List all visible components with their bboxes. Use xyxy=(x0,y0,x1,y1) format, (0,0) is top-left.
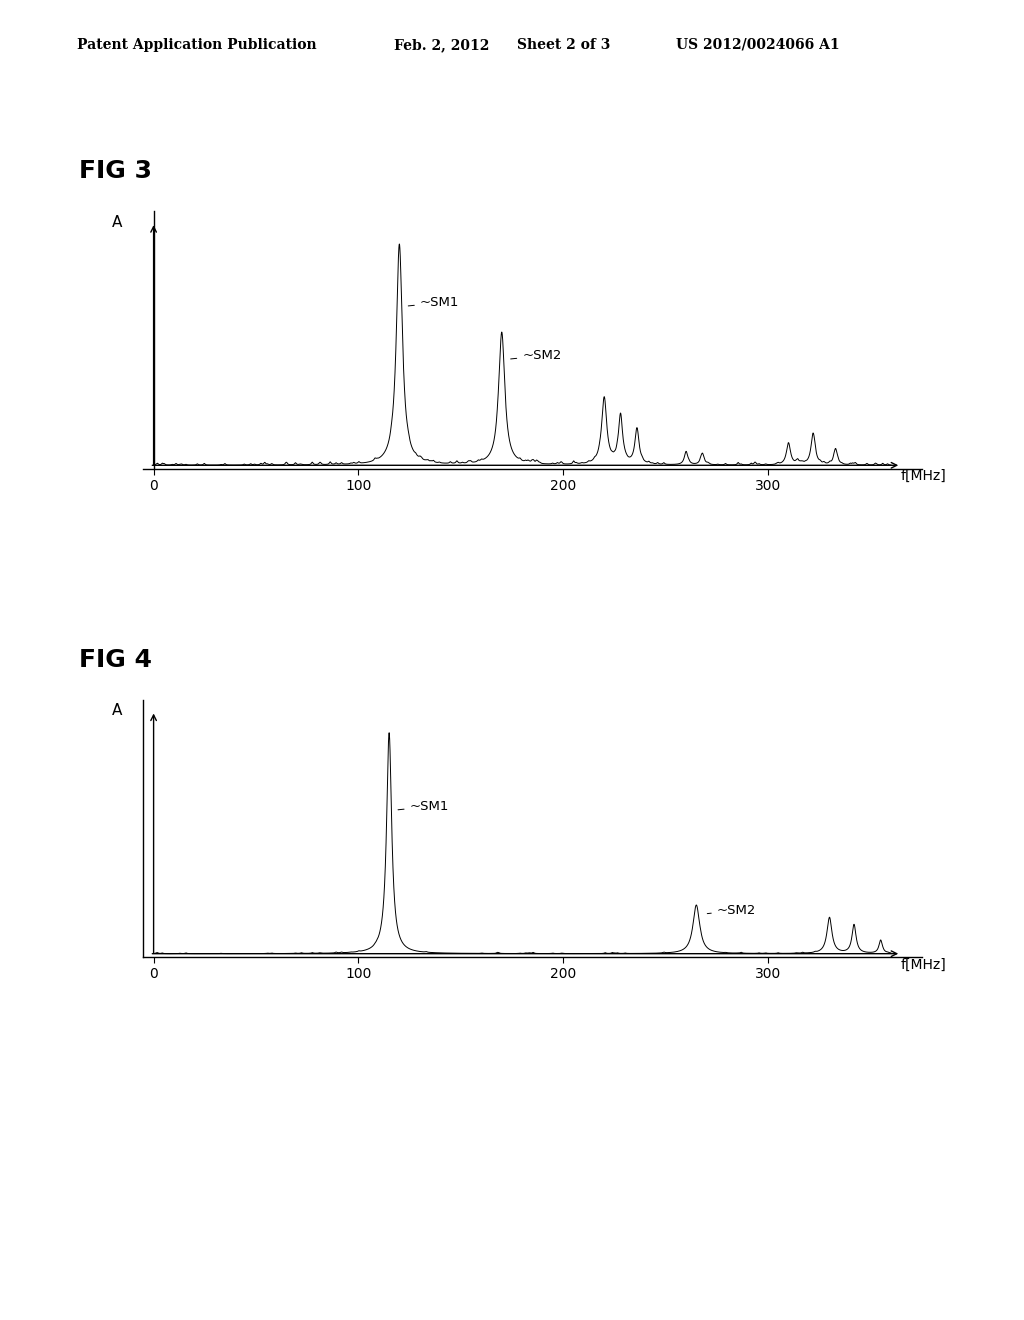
Text: f[MHz]: f[MHz] xyxy=(901,470,946,483)
Text: ~SM2: ~SM2 xyxy=(708,904,756,917)
Text: A: A xyxy=(112,704,122,718)
Text: FIG 3: FIG 3 xyxy=(79,160,152,183)
Text: ~SM2: ~SM2 xyxy=(511,350,561,362)
Text: f[MHz]: f[MHz] xyxy=(901,958,946,972)
Text: ~SM1: ~SM1 xyxy=(398,800,449,813)
Text: FIG 4: FIG 4 xyxy=(79,648,152,672)
Text: Feb. 2, 2012: Feb. 2, 2012 xyxy=(394,38,489,51)
Text: US 2012/0024066 A1: US 2012/0024066 A1 xyxy=(676,38,840,51)
Text: ~SM1: ~SM1 xyxy=(409,296,459,309)
Text: A: A xyxy=(112,215,122,230)
Text: Patent Application Publication: Patent Application Publication xyxy=(77,38,316,51)
Text: Sheet 2 of 3: Sheet 2 of 3 xyxy=(517,38,610,51)
